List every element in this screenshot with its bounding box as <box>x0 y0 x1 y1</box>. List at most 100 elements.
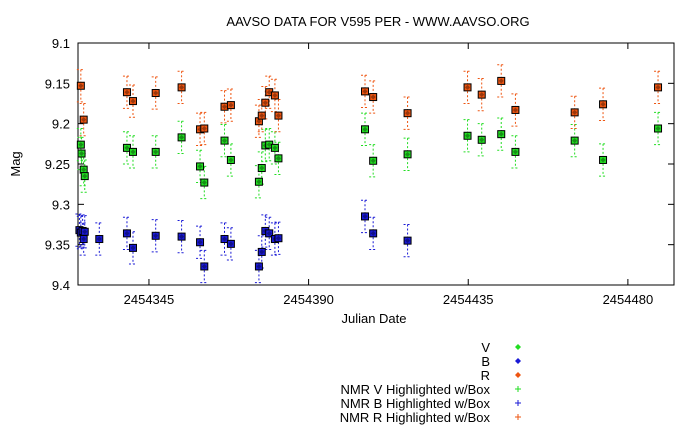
data-point-r <box>220 102 229 111</box>
diamond-marker <box>405 151 411 157</box>
data-point-r <box>654 83 663 92</box>
data-point-v <box>361 125 370 134</box>
diamond-marker <box>130 245 136 251</box>
x-tick-label: 2454345 <box>124 292 175 307</box>
highlight-box <box>220 235 229 244</box>
diamond-marker <box>124 89 130 95</box>
diamond-marker <box>197 163 203 169</box>
diamond-marker <box>370 230 376 236</box>
data-point-v <box>599 155 608 164</box>
x-tick-label: 2454390 <box>283 292 334 307</box>
legend-label: V <box>481 340 490 355</box>
data-point-b <box>128 243 137 252</box>
diamond-marker <box>124 145 130 151</box>
data-point-v <box>369 156 378 165</box>
diamond-marker <box>222 138 228 144</box>
diamond-marker <box>600 157 606 163</box>
highlight-box <box>403 150 412 159</box>
diamond-marker <box>405 110 411 116</box>
diamond-marker <box>222 104 228 110</box>
data-point-r <box>403 109 412 118</box>
highlight-box <box>254 177 263 186</box>
highlight-box <box>654 124 663 133</box>
highlight-box <box>196 238 205 247</box>
diamond-marker <box>259 165 265 171</box>
data-point-r <box>122 88 131 97</box>
diamond-marker <box>259 249 265 255</box>
highlight-box <box>274 154 283 163</box>
data-point-r <box>477 90 486 99</box>
data-point-r <box>599 100 608 109</box>
highlight-box <box>122 88 131 97</box>
data-point-b <box>177 232 186 241</box>
data-point-b <box>122 229 131 238</box>
y-tick-label: 9.15 <box>45 76 70 91</box>
data-point-r <box>261 98 270 107</box>
diamond-marker <box>81 236 87 242</box>
data-point-b <box>95 235 104 244</box>
diamond-marker <box>228 102 234 108</box>
data-point-r <box>151 89 160 98</box>
highlight-box <box>257 247 266 256</box>
highlight-box <box>151 231 160 240</box>
data-point-v <box>477 135 486 144</box>
data-point-b <box>369 229 378 238</box>
highlight-box <box>196 162 205 171</box>
diamond-marker <box>465 84 471 90</box>
highlight-box <box>122 229 131 238</box>
diamond-marker <box>272 92 278 98</box>
highlight-box <box>270 143 279 152</box>
data-point-r <box>128 97 137 106</box>
highlight-box <box>95 235 104 244</box>
data-point-v <box>177 133 186 142</box>
highlight-box <box>80 172 89 181</box>
legend-label: NMR B Highlighted w/Box <box>340 396 490 411</box>
diamond-marker <box>201 180 207 186</box>
diamond-marker <box>256 179 262 185</box>
diamond-marker <box>201 126 207 132</box>
data-point-v <box>76 140 85 149</box>
highlight-box <box>369 93 378 102</box>
highlight-box <box>361 87 370 96</box>
highlight-box <box>226 101 235 110</box>
highlight-box <box>261 98 270 107</box>
diamond-marker <box>256 263 262 269</box>
diamond-marker <box>256 118 262 124</box>
highlight-box <box>151 147 160 156</box>
highlight-box <box>511 105 520 114</box>
y-tick-label: 9.2 <box>52 117 70 132</box>
data-point-v <box>122 143 131 152</box>
data-point-v <box>654 124 663 133</box>
diamond-marker <box>370 158 376 164</box>
data-point-v <box>257 164 266 173</box>
diamond-marker <box>130 149 136 155</box>
diamond-marker <box>362 126 368 132</box>
highlight-box <box>200 262 209 271</box>
highlight-box <box>361 125 370 134</box>
highlight-box <box>79 115 88 124</box>
diamond-marker <box>262 100 268 106</box>
data-point-r <box>226 101 235 110</box>
highlight-box <box>128 147 137 156</box>
highlight-box <box>151 89 160 98</box>
highlight-box <box>177 232 186 241</box>
highlight-box <box>177 83 186 92</box>
highlight-box <box>274 111 283 120</box>
diamond-marker <box>362 213 368 219</box>
error-bars <box>75 64 663 284</box>
highlight-box <box>599 155 608 164</box>
data-point-r <box>200 124 209 133</box>
diamond-marker <box>78 142 84 148</box>
data-point-r <box>274 111 283 120</box>
data-point-v <box>79 165 88 174</box>
diamond-marker <box>572 109 578 115</box>
legend-diamond-icon <box>515 358 521 364</box>
data-point-b <box>200 262 209 271</box>
data-point-r <box>257 111 266 120</box>
data-point-v <box>220 136 229 145</box>
diamond-marker <box>96 236 102 242</box>
data-point-v <box>196 162 205 171</box>
diamond-marker <box>465 133 471 139</box>
diamond-marker <box>655 126 661 132</box>
